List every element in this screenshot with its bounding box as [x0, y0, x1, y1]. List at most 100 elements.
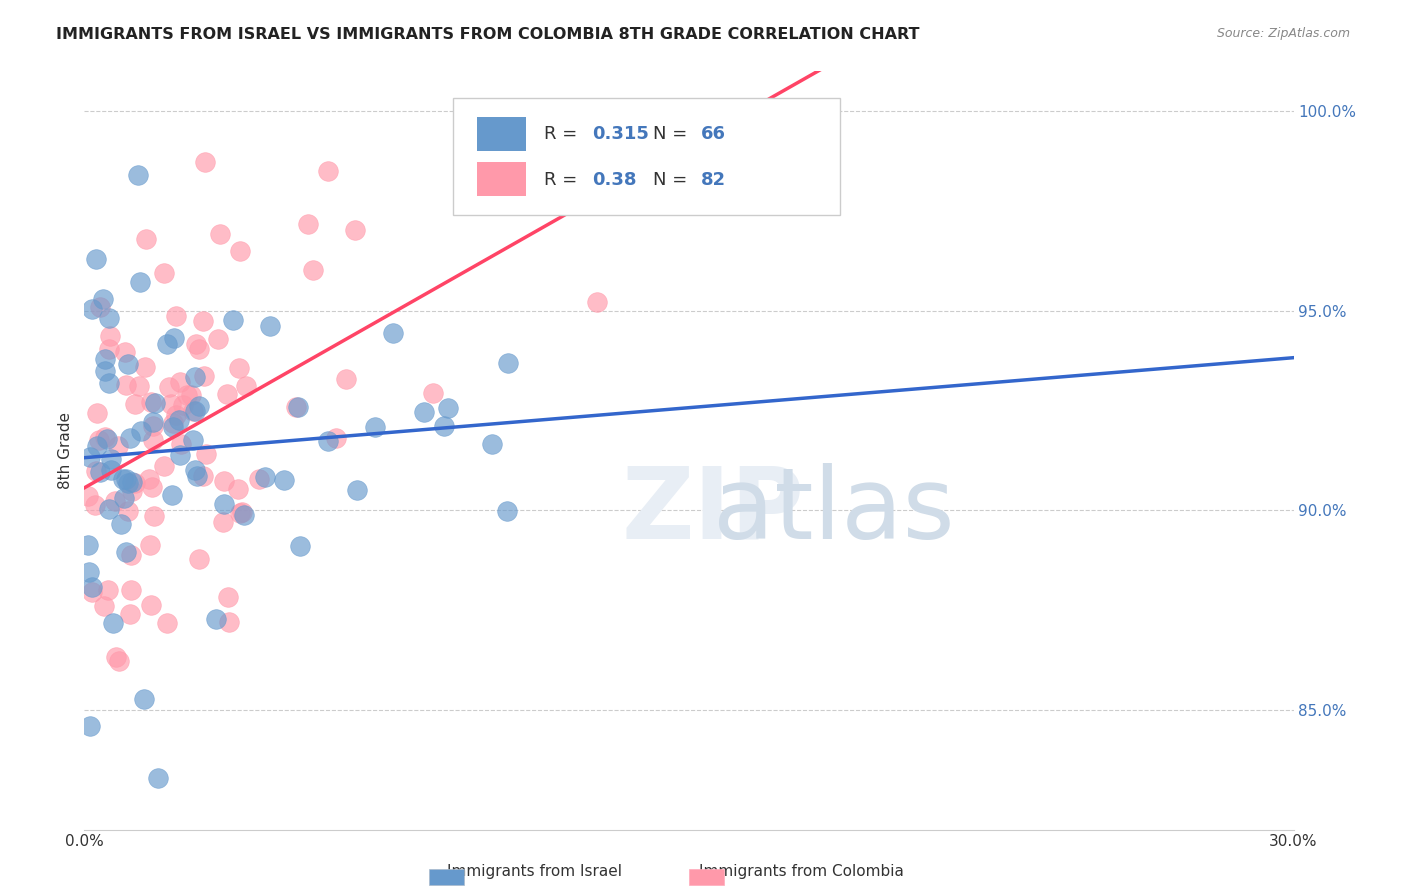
Immigrants from Israel [433, 418, 456, 433]
Immigrants from Colombia [226, 483, 249, 497]
Text: R =: R = [544, 170, 583, 189]
Immigrants from Colombia [97, 342, 120, 356]
Text: atlas: atlas [713, 463, 955, 559]
Immigrants from Israel [79, 450, 101, 464]
Immigrants from Colombia [170, 436, 193, 450]
Immigrants from Colombia [172, 398, 194, 412]
Immigrants from Israel [143, 396, 166, 410]
Immigrants from Colombia [104, 493, 127, 508]
Immigrants from Colombia [141, 419, 163, 434]
Immigrants from Israel [132, 691, 155, 706]
Immigrants from Israel [381, 326, 404, 340]
Immigrants from Israel [77, 538, 100, 552]
Immigrants from Colombia [195, 446, 218, 460]
Text: 0.315: 0.315 [592, 125, 650, 144]
Immigrants from Israel [129, 424, 152, 438]
Immigrants from Israel [187, 399, 209, 413]
Immigrants from Colombia [218, 615, 240, 629]
Immigrants from Colombia [193, 368, 215, 383]
Immigrants from Colombia [141, 395, 163, 409]
Immigrants from Colombia [139, 598, 162, 612]
Immigrants from Israel [290, 540, 312, 554]
Immigrants from Israel [128, 276, 150, 290]
Immigrants from Israel [80, 581, 103, 595]
Immigrants from Israel [222, 313, 245, 327]
Immigrants from Israel [437, 401, 460, 416]
Immigrants from Israel [118, 431, 141, 445]
Immigrants from Israel [117, 357, 139, 371]
Immigrants from Israel [156, 337, 179, 351]
Immigrants from Israel [82, 302, 104, 317]
Immigrants from Israel [97, 311, 120, 326]
Immigrants from Israel [91, 292, 114, 306]
Immigrants from Israel [253, 469, 276, 483]
Immigrants from Israel [103, 615, 125, 630]
Immigrants from Israel [146, 771, 169, 785]
Text: R =: R = [544, 125, 583, 144]
Immigrants from Colombia [184, 336, 207, 351]
Immigrants from Israel [181, 434, 204, 448]
Immigrants from Israel [316, 434, 339, 449]
Immigrants from Colombia [135, 232, 157, 246]
Immigrants from Colombia [344, 223, 367, 237]
Immigrants from Colombia [97, 583, 120, 598]
Immigrants from Colombia [80, 584, 103, 599]
Immigrants from Colombia [165, 309, 187, 323]
Immigrants from Colombia [104, 650, 127, 665]
Immigrants from Israel [94, 351, 117, 366]
Text: 0.38: 0.38 [592, 170, 637, 189]
Immigrants from Colombia [89, 300, 111, 314]
Immigrants from Israel [204, 612, 226, 626]
Immigrants from Israel [412, 405, 434, 419]
Immigrants from Colombia [84, 465, 107, 479]
Immigrants from Israel [169, 448, 191, 462]
Immigrants from Colombia [89, 433, 111, 447]
Text: 66: 66 [702, 125, 725, 144]
Immigrants from Colombia [212, 474, 235, 488]
Immigrants from Colombia [188, 342, 211, 356]
Immigrants from Colombia [120, 583, 142, 598]
Immigrants from Colombia [142, 434, 165, 448]
Immigrants from Colombia [551, 130, 574, 145]
Immigrants from Colombia [118, 607, 141, 621]
Immigrants from Israel [100, 452, 122, 467]
Bar [478, 162, 526, 196]
Immigrants from Colombia [209, 227, 232, 241]
Immigrants from Israel [495, 504, 517, 518]
Immigrants from Colombia [194, 154, 217, 169]
Immigrants from Israel [160, 488, 183, 502]
Immigrants from Israel [186, 469, 208, 483]
Immigrants from Israel [84, 252, 107, 267]
Immigrants from Colombia [159, 397, 181, 411]
Immigrants from Israel [232, 508, 254, 522]
Immigrants from Colombia [229, 506, 252, 520]
Immigrants from Colombia [215, 387, 238, 401]
Immigrants from Israel [117, 475, 139, 490]
Immigrants from Colombia [77, 489, 100, 503]
Immigrants from Colombia [107, 439, 129, 453]
Immigrants from Israel [163, 330, 186, 344]
Immigrants from Israel [98, 501, 121, 516]
Immigrants from Colombia [115, 377, 138, 392]
Immigrants from Israel [212, 497, 235, 511]
Immigrants from Colombia [297, 217, 319, 231]
Immigrants from Israel [115, 472, 138, 486]
Immigrants from Colombia [138, 471, 160, 485]
Immigrants from Israel [121, 475, 143, 489]
Immigrants from Colombia [153, 459, 176, 474]
Immigrants from Colombia [121, 483, 143, 498]
Immigrants from Israel [86, 439, 108, 453]
Immigrants from Israel [110, 516, 132, 531]
Immigrants from Colombia [100, 329, 122, 343]
Immigrants from Colombia [124, 397, 146, 411]
Text: Immigrants from Israel: Immigrants from Israel [447, 863, 621, 879]
Immigrants from Colombia [114, 345, 136, 359]
Immigrants from Colombia [211, 516, 233, 530]
Immigrants from Israel [100, 462, 122, 476]
Immigrants from Israel [496, 356, 519, 370]
Immigrants from Colombia [141, 480, 163, 494]
Text: Source: ZipAtlas.com: Source: ZipAtlas.com [1216, 27, 1350, 40]
Immigrants from Colombia [93, 599, 115, 613]
Text: ZIP: ZIP [621, 463, 804, 559]
Immigrants from Colombia [422, 385, 444, 400]
